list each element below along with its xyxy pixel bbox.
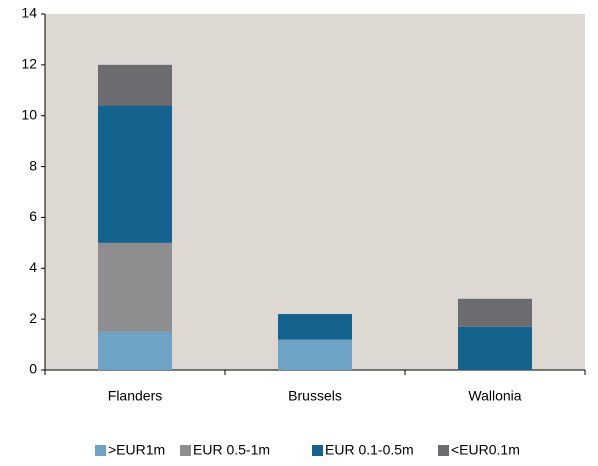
legend-swatch [95, 445, 106, 456]
x-tick-label: Brussels [288, 388, 342, 404]
y-tick-label: 4 [29, 259, 37, 275]
bar-segment [278, 314, 352, 340]
legend-label: >EUR1m [108, 442, 165, 458]
legend-label: EUR 0.5-1m [193, 442, 270, 458]
x-tick-label: Wallonia [468, 388, 521, 404]
legend-label: <EUR0.1m [451, 442, 520, 458]
bar-segment [98, 105, 172, 243]
bar-segment [98, 242, 172, 332]
y-tick-label: 2 [29, 310, 37, 326]
y-tick-label: 14 [21, 5, 37, 21]
x-tick-label: Flanders [108, 388, 162, 404]
legend-swatch [438, 445, 449, 456]
y-tick-label: 8 [29, 157, 37, 173]
legend-swatch [180, 445, 191, 456]
y-tick-label: 0 [29, 361, 37, 377]
y-tick-label: 12 [21, 56, 37, 72]
legend-swatch [312, 445, 323, 456]
legend-label: EUR 0.1-0.5m [325, 442, 414, 458]
bar-segment [458, 326, 532, 370]
bar-segment [98, 331, 172, 370]
bar-segment [458, 298, 532, 327]
y-tick-label: 6 [29, 208, 37, 224]
y-tick-label: 10 [21, 106, 37, 122]
bar-segment [98, 64, 172, 106]
bar-segment [278, 339, 352, 370]
